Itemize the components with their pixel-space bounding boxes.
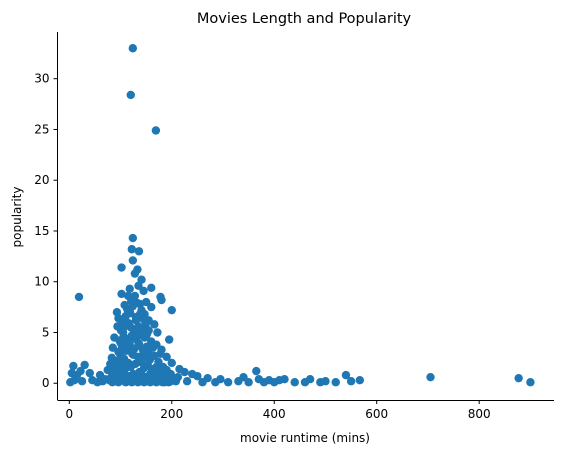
- data-point: [341, 370, 351, 380]
- data-point: [167, 305, 176, 315]
- chart-title: Movies Length and Popularity: [197, 11, 412, 27]
- y-axis-ticks: 0 5 10 15 20 25 30: [34, 72, 58, 390]
- data-point: [526, 378, 535, 387]
- data-point: [182, 377, 192, 386]
- data-point: [85, 368, 94, 378]
- data-point: [300, 378, 310, 387]
- data-point: [259, 378, 269, 387]
- data-point: [193, 371, 202, 381]
- data-point: [150, 320, 159, 329]
- data-point: [125, 284, 134, 294]
- data-point: [80, 360, 89, 370]
- data-point: [167, 358, 176, 368]
- data-point: [147, 283, 156, 293]
- data-point: [223, 378, 233, 387]
- data-point: [244, 378, 253, 387]
- data-point: [165, 335, 174, 344]
- data-point: [117, 289, 126, 299]
- data-point: [128, 256, 138, 265]
- plot-area: [66, 44, 535, 387]
- data-point: [133, 298, 142, 308]
- data-point: [134, 247, 144, 256]
- data-point: [514, 373, 523, 383]
- data-point: [134, 281, 143, 290]
- data-point: [128, 44, 138, 53]
- data-point: [180, 367, 189, 377]
- data-point: [198, 378, 207, 387]
- data-point: [128, 233, 138, 243]
- data-point: [77, 377, 87, 386]
- x-tick-label: 800: [468, 407, 491, 421]
- data-point: [134, 339, 144, 348]
- data-point: [355, 376, 365, 385]
- data-point: [124, 319, 133, 328]
- x-tick-label: 600: [365, 407, 388, 421]
- data-point: [173, 372, 183, 382]
- y-tick-label: 0: [42, 376, 50, 390]
- data-point: [331, 378, 340, 387]
- data-point: [252, 366, 261, 376]
- data-point: [69, 361, 78, 371]
- x-axis-ticks: 0 200 400 600 800: [65, 400, 491, 421]
- data-point: [74, 292, 84, 302]
- y-tick-label: 30: [34, 72, 49, 86]
- y-tick-label: 10: [34, 275, 49, 289]
- data-point: [126, 90, 135, 100]
- x-tick-label: 400: [263, 407, 286, 421]
- y-tick-label: 25: [34, 122, 49, 136]
- data-point: [166, 377, 175, 386]
- y-tick-label: 5: [42, 325, 50, 339]
- data-point: [280, 374, 289, 384]
- data-point: [117, 263, 126, 272]
- data-point: [151, 126, 161, 135]
- data-point: [234, 377, 243, 386]
- data-point: [156, 349, 165, 359]
- data-point: [139, 286, 148, 296]
- y-tick-label: 15: [34, 224, 49, 238]
- data-point: [270, 378, 279, 387]
- data-point: [290, 378, 299, 387]
- data-point: [316, 378, 325, 387]
- y-axis-label: popularity: [10, 187, 24, 248]
- data-point: [157, 295, 166, 305]
- data-point: [70, 376, 79, 385]
- data-point: [144, 326, 153, 335]
- data-point: [152, 340, 161, 349]
- data-point: [126, 309, 135, 318]
- data-point: [153, 328, 162, 337]
- x-tick-label: 0: [65, 407, 73, 421]
- x-axis-label: movie runtime (mins): [240, 431, 370, 445]
- data-point: [346, 377, 356, 386]
- data-point: [426, 372, 435, 382]
- data-point: [136, 356, 146, 366]
- y-tick-label: 20: [34, 173, 49, 187]
- data-point: [127, 245, 136, 254]
- x-tick-label: 200: [160, 407, 183, 421]
- data-point: [130, 291, 140, 301]
- data-point: [137, 305, 146, 315]
- data-point: [211, 378, 220, 387]
- data-point: [147, 302, 156, 312]
- data-point: [130, 269, 140, 278]
